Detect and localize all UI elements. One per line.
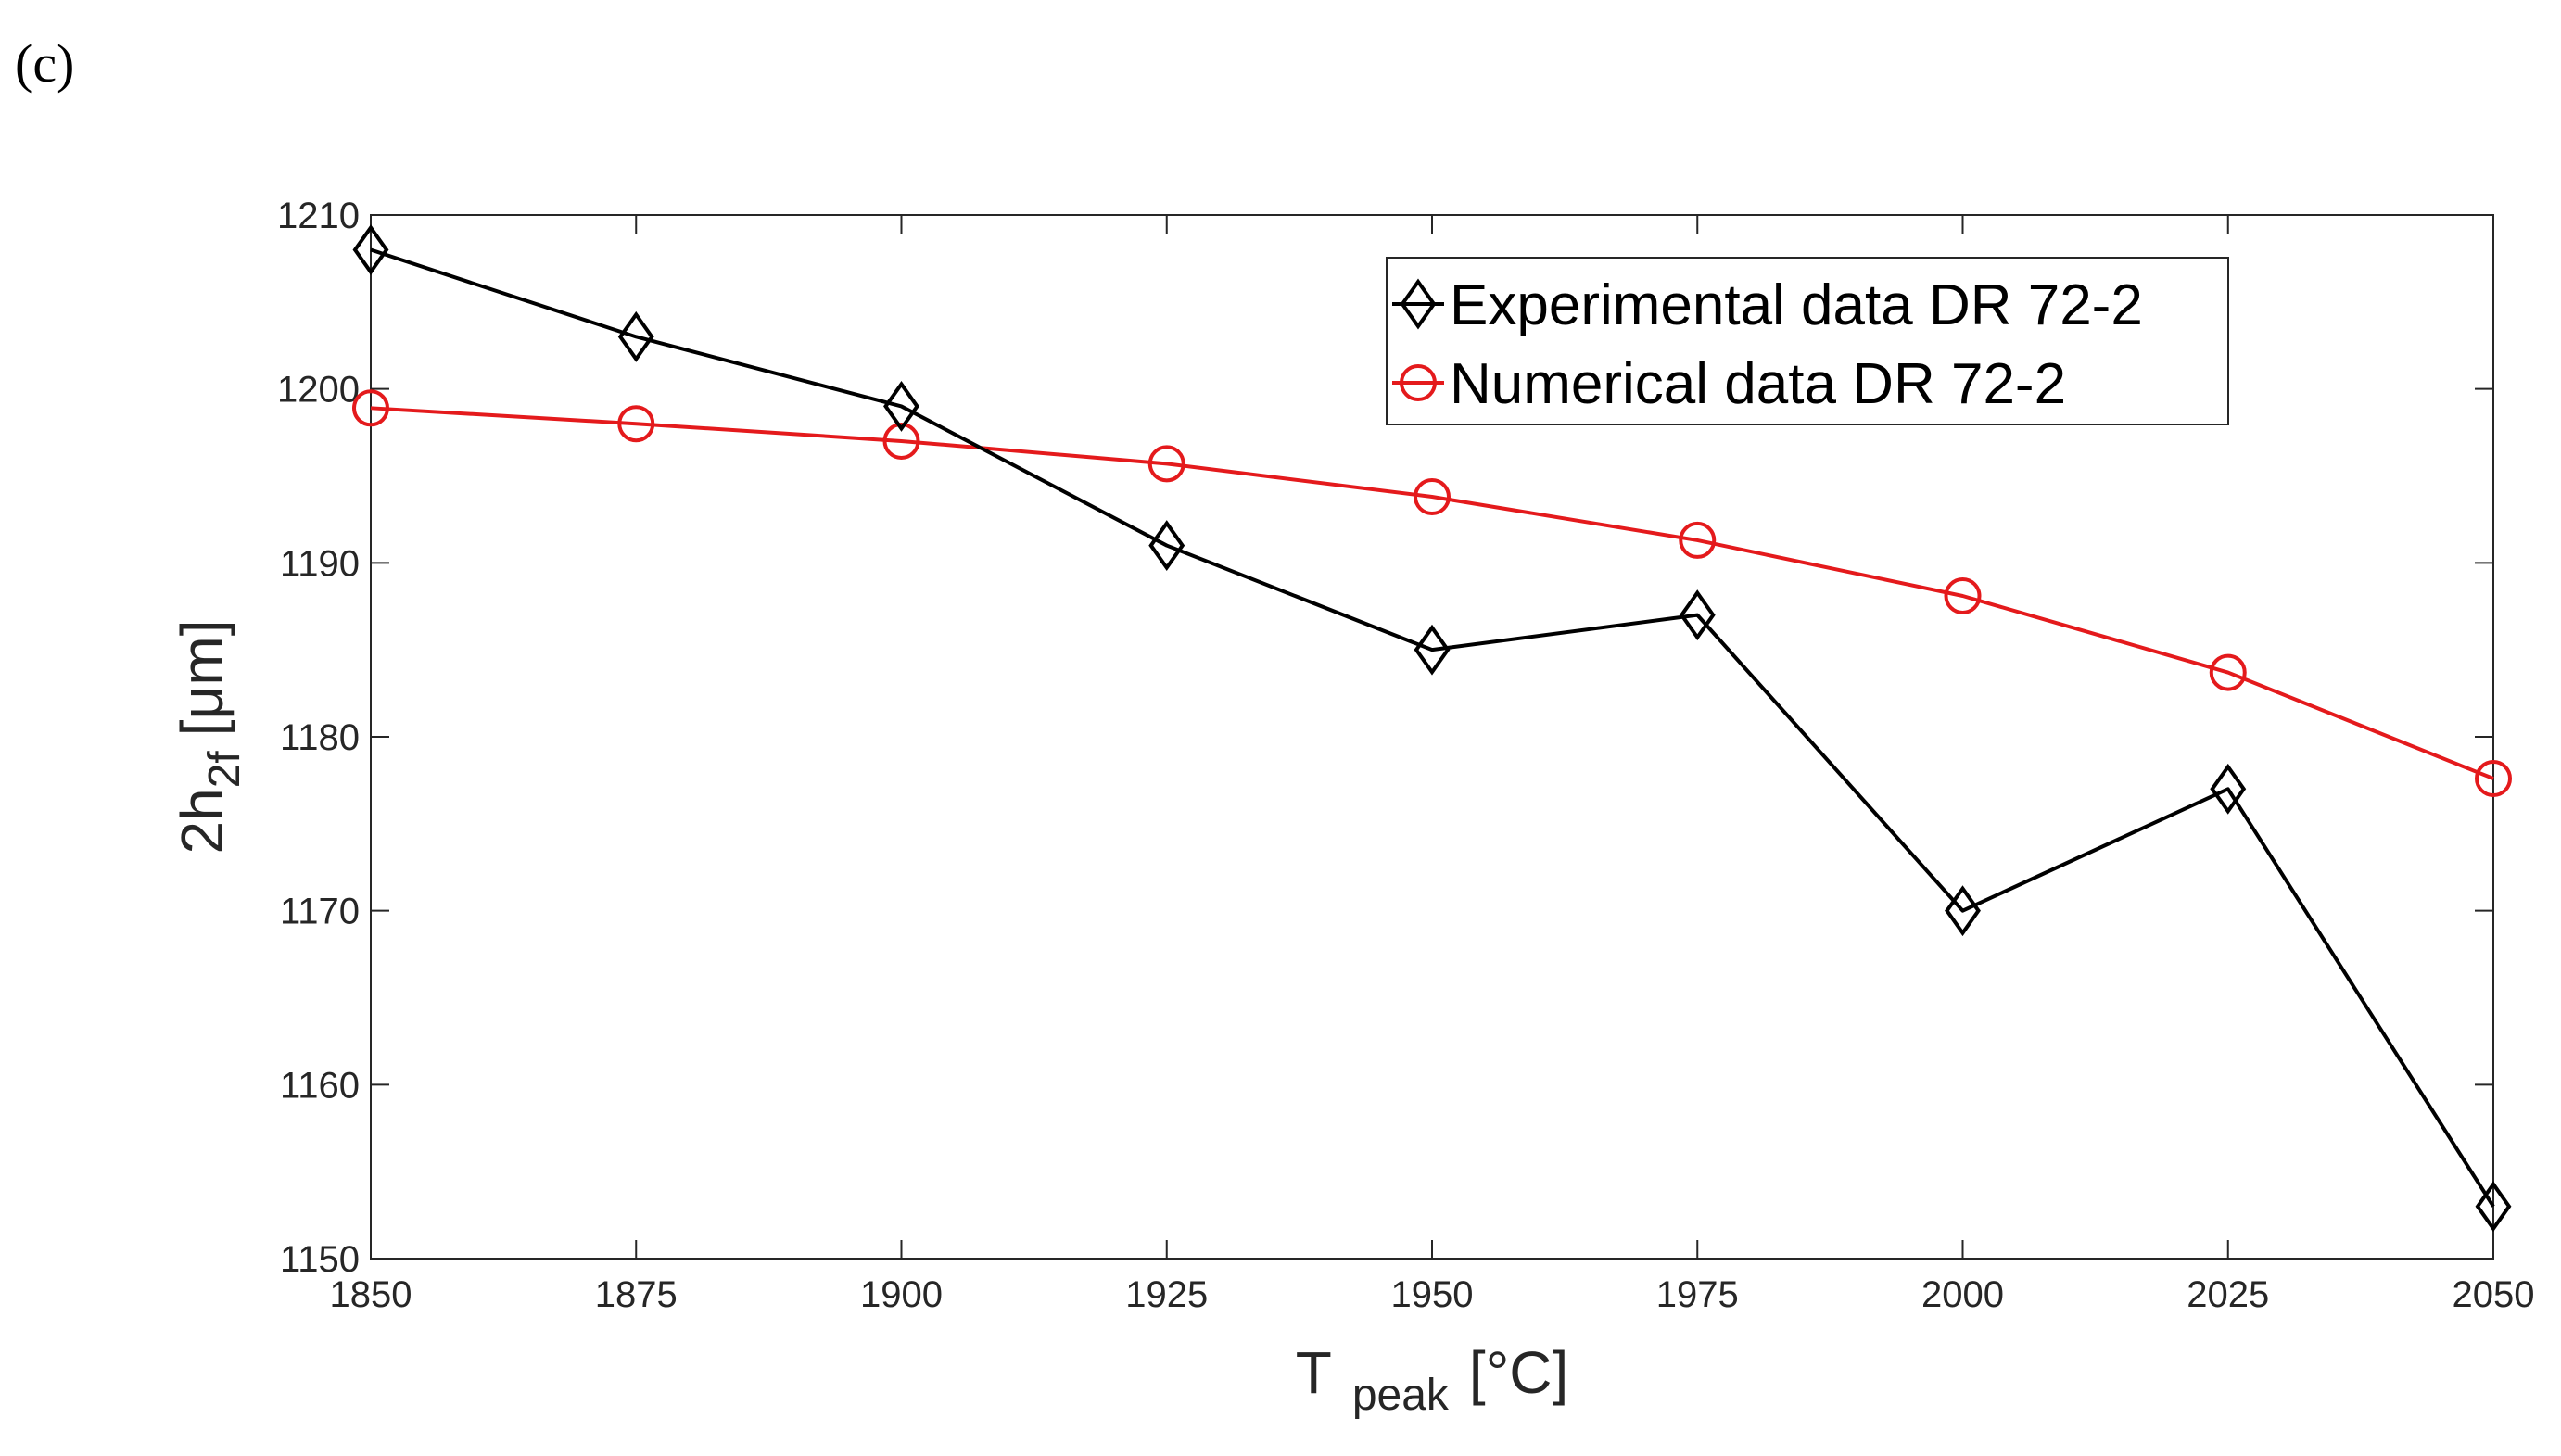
series-0 — [352, 224, 2512, 1233]
series-line — [370, 247, 2495, 1208]
x-tick-label: 1850 — [330, 1274, 412, 1315]
y-axis-label-main: 2h — [169, 788, 235, 854]
legend-label-experimental: Experimental data DR 72-2 — [1450, 273, 2143, 337]
legend: Experimental data DR 72-2 Numerical data… — [1386, 257, 2229, 425]
legend-marker — [1400, 278, 1437, 330]
legend-box — [1386, 257, 2229, 425]
x-axis-label-unit: [°C] — [1469, 1339, 1568, 1406]
panel-label: (c) — [15, 33, 74, 94]
x-axis-label-sub: peak — [1352, 1371, 1450, 1420]
data-point-marker — [1679, 521, 1717, 559]
x-tick-label: 1975 — [1656, 1274, 1739, 1315]
data-point-marker — [882, 422, 920, 460]
data-point-marker — [2475, 760, 2512, 798]
data-point-marker — [1414, 478, 1451, 516]
legend-label-numerical: Numerical data DR 72-2 — [1450, 352, 2066, 416]
data-point-marker — [352, 224, 389, 275]
series-1 — [352, 389, 2512, 798]
y-tick-label: 1160 — [280, 1065, 360, 1106]
x-tick-label: 2025 — [2187, 1274, 2269, 1315]
x-axis: 1850 1875 1900 1925 1950 1975 2000 2025 2050 — [330, 215, 2535, 1315]
data-point-marker — [2209, 653, 2247, 691]
y-tick-label: 1210 — [277, 196, 360, 236]
y-axis-label: 2h2f [μm] — [169, 620, 249, 855]
legend-marker — [1400, 364, 1437, 401]
data-point-marker — [617, 310, 654, 362]
data-point-marker — [1945, 885, 1981, 937]
x-axis-label-main: T — [1296, 1339, 1332, 1406]
data-point-marker — [883, 380, 919, 432]
y-axis-label-sub: 2f — [200, 751, 249, 789]
y-tick-label: 1180 — [280, 717, 360, 758]
legend-marker-diamond — [1400, 278, 1437, 330]
x-tick-label: 2000 — [1921, 1274, 2004, 1315]
data-point-marker — [1414, 624, 1451, 676]
data-point-marker — [1147, 445, 1185, 483]
series-layer — [352, 224, 2512, 1233]
y-axis: 1150 1160 1170 1180 1190 1200 1210 — [277, 196, 2493, 1280]
y-axis-label-unit: [μm] — [169, 620, 235, 737]
x-tick-label: 2050 — [2453, 1274, 2535, 1315]
data-point-marker — [1944, 576, 1982, 614]
x-tick-label: 1900 — [860, 1274, 943, 1315]
y-tick-label: 1200 — [277, 370, 360, 411]
y-tick-label: 1170 — [280, 892, 360, 932]
data-point-marker — [352, 389, 389, 427]
x-tick-label: 1925 — [1125, 1274, 1208, 1315]
data-point-marker — [2475, 1181, 2512, 1233]
y-tick-label: 1150 — [280, 1239, 360, 1280]
data-point-marker — [1148, 520, 1185, 572]
data-point-marker — [1679, 589, 1716, 641]
series-line — [370, 406, 2494, 780]
data-point-marker — [2210, 763, 2247, 815]
y-tick-label: 1190 — [280, 543, 360, 584]
x-tick-label: 1875 — [595, 1274, 678, 1315]
data-point-marker — [617, 405, 655, 443]
x-tick-label: 1950 — [1391, 1274, 1474, 1315]
legend-marker-circle — [1400, 364, 1437, 401]
